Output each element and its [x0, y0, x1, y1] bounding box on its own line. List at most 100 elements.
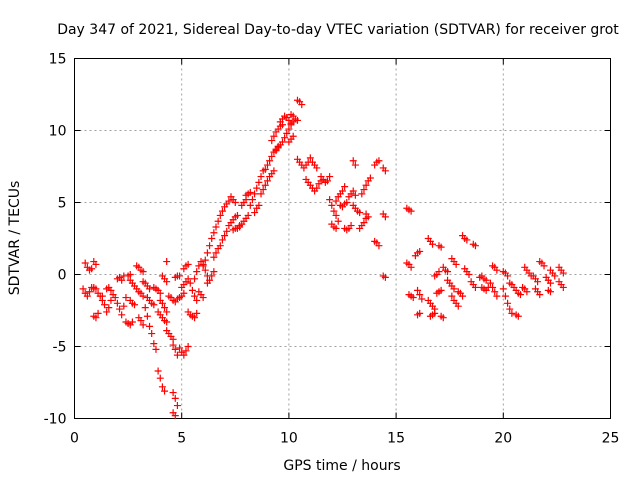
data-point [257, 190, 265, 198]
data-point [362, 181, 370, 189]
data-point [182, 347, 190, 355]
data-point [206, 276, 214, 284]
data-point [536, 291, 544, 299]
y-tick-label: 10 [49, 124, 67, 140]
data-point [131, 301, 139, 309]
y-tick-label: -5 [53, 340, 67, 356]
data-point [328, 201, 336, 209]
data-point [559, 269, 567, 277]
data-point [216, 242, 224, 250]
data-point [330, 207, 338, 215]
data-point [161, 387, 169, 395]
data-point [444, 268, 452, 276]
data-point [137, 317, 145, 325]
y-tick-label: 0 [58, 268, 67, 284]
x-tick-label: 20 [494, 431, 512, 447]
data-point [341, 183, 349, 191]
data-point [244, 211, 252, 219]
x-tick-label: 5 [177, 431, 186, 447]
data-point [255, 201, 263, 209]
data-point [113, 299, 121, 307]
data-point [255, 178, 263, 186]
data-point [349, 187, 357, 195]
data-point [261, 165, 269, 173]
data-point [268, 137, 276, 145]
data-point [218, 207, 226, 215]
data-point [381, 167, 389, 175]
data-point [176, 344, 184, 352]
data-point [504, 272, 512, 280]
data-point [203, 249, 211, 257]
data-point [523, 288, 531, 296]
data-point [360, 219, 368, 227]
data-point [450, 285, 458, 293]
data-point [143, 312, 151, 320]
data-point [283, 129, 291, 137]
data-point [448, 292, 456, 300]
data-point [201, 256, 209, 264]
data-point [268, 152, 276, 160]
data-point [180, 289, 188, 297]
data-point [429, 240, 437, 248]
data-point [128, 318, 136, 326]
data-point [218, 236, 226, 244]
data-point [514, 312, 522, 320]
data-point [375, 242, 383, 250]
data-point [210, 268, 218, 276]
data-point [158, 383, 166, 391]
data-point [171, 412, 179, 420]
data-point [546, 279, 554, 287]
data-point [351, 161, 359, 169]
data-point [482, 276, 490, 284]
data-point [298, 101, 306, 109]
data-point [339, 187, 346, 195]
data-point [107, 296, 115, 304]
data-point [171, 345, 179, 353]
data-point [216, 211, 224, 219]
data-point [103, 308, 111, 316]
data-point [349, 157, 357, 165]
x-tick-label: 25 [602, 431, 620, 447]
data-point [486, 279, 494, 287]
data-point [156, 289, 164, 297]
data-point [489, 283, 497, 291]
y-tick-label: 15 [49, 52, 67, 68]
data-point [278, 138, 286, 146]
data-point [499, 285, 507, 293]
data-point [98, 292, 106, 300]
plot-frame [74, 58, 611, 419]
data-point [214, 217, 222, 225]
data-point [416, 247, 424, 255]
data-point [506, 305, 514, 313]
data-point [251, 209, 259, 217]
data-point [356, 209, 364, 217]
data-point [381, 213, 389, 221]
data-point [351, 191, 359, 199]
data-point [407, 263, 415, 271]
data-point [141, 304, 149, 312]
data-point [122, 294, 130, 302]
data-point [465, 271, 473, 278]
data-point [251, 190, 259, 198]
data-point [146, 285, 154, 293]
data-point [454, 302, 462, 310]
data-point [206, 242, 214, 250]
data-point [210, 229, 218, 237]
data-point [266, 157, 274, 165]
data-point [154, 367, 162, 375]
data-point [332, 197, 340, 205]
data-point [306, 154, 314, 162]
data-point [471, 283, 479, 291]
data-point [212, 223, 220, 231]
data-point [173, 402, 181, 410]
data-point [163, 308, 171, 316]
data-point [107, 286, 115, 294]
data-point [223, 227, 231, 235]
data-point [501, 292, 509, 300]
data-point [437, 243, 445, 251]
data-point [347, 222, 355, 230]
data-point [199, 294, 207, 302]
data-point [139, 292, 147, 300]
data-point [169, 389, 177, 397]
